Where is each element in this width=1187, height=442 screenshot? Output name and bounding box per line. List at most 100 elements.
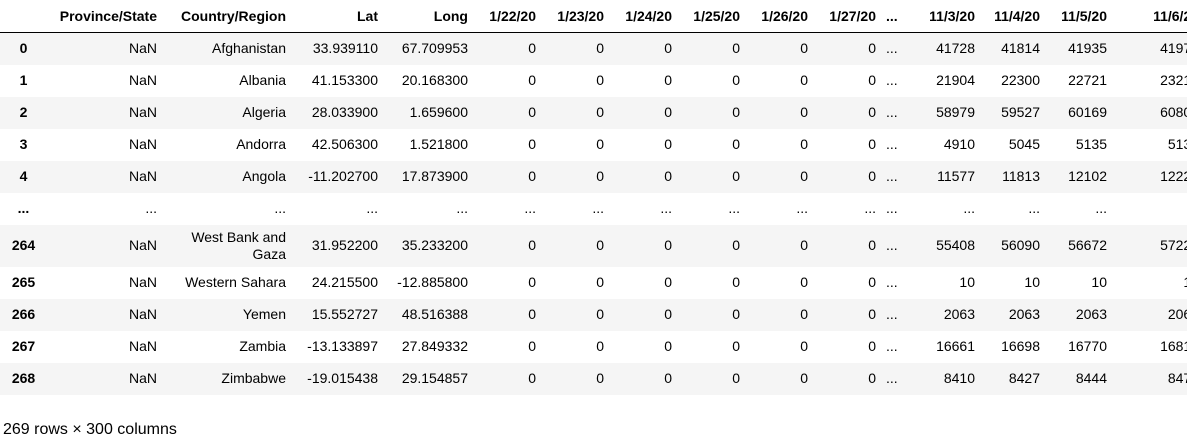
table-cell: 5045 — [1008, 136, 1040, 152]
table-cell: NaN — [128, 72, 157, 88]
table-cell: Andorra — [236, 136, 286, 152]
table-header-row: Province/State Country/Region Lat Long 1/22/… — [0, 0, 1187, 33]
table-cell: 0 — [596, 136, 604, 152]
table-cell: NaN — [128, 40, 157, 57]
table-cell: NaN — [128, 136, 157, 152]
table-cell: 0 — [868, 104, 876, 120]
table-cell: 56090 — [1001, 237, 1040, 253]
table-cell: 20.168300 — [401, 72, 468, 88]
table-cell: 0 — [868, 274, 876, 290]
table-cell: 0 — [800, 237, 808, 253]
table-cell: NaN — [128, 274, 157, 290]
table-cell: 0 — [528, 40, 536, 57]
table-cell: 16661 — [936, 338, 975, 354]
table-cell: 0 — [664, 168, 672, 184]
table-cell: 11577 — [937, 168, 975, 184]
table-cell: 0 — [868, 370, 876, 386]
table-cell: 0 — [596, 40, 604, 57]
table-cell: 0 — [664, 104, 672, 120]
table-cell: 0 — [664, 306, 672, 322]
table-cell: ... — [524, 200, 536, 216]
table-cell: 0 — [732, 370, 740, 386]
table-cell: 0 — [664, 72, 672, 88]
table-cell: ... — [886, 168, 898, 184]
table-cell: ... — [1115, 193, 1187, 225]
table-cell: 8427 — [1008, 370, 1040, 386]
table-cell: 15.552727 — [311, 306, 378, 322]
table-cell: 33.939110 — [312, 40, 378, 57]
table-cell: 0 — [528, 370, 536, 386]
table-cell: 0 — [732, 237, 740, 253]
table-cell: ... — [886, 306, 898, 322]
table-cell: ... — [274, 200, 286, 216]
table-cell: 31.952200 — [311, 237, 378, 253]
table-shape-summary: 269 rows × 300 columns — [3, 421, 177, 438]
table-cell: 12223 — [1160, 168, 1187, 184]
table-cell: 56672 — [1068, 237, 1107, 253]
table-cell: 10 — [959, 274, 975, 290]
table-cell: 41728 — [936, 40, 975, 57]
table-row: 0 NaN Afghanistan 33.939110 67.709953 0 0 0 0 0 0.… — [0, 32, 1187, 65]
table-cell: 0 — [596, 237, 604, 253]
table-cell: NaN — [128, 237, 157, 253]
table-cell: 60169 — [1068, 104, 1107, 120]
table-cell: Western Sahara — [185, 274, 286, 290]
table-row: 264 NaN West Bank and Gaza 31.952200 35.2332… — [0, 224, 1187, 267]
table-cell: 0 — [800, 168, 808, 184]
table-cell: 0 — [800, 274, 808, 290]
table-cell: 0 — [800, 338, 808, 354]
table-cell: ... — [886, 200, 898, 216]
index-header — [0, 0, 47, 33]
table-cell: 0 — [732, 136, 740, 152]
table-cell: ... — [886, 136, 898, 152]
table-cell: NaN — [128, 370, 157, 386]
table-cell: ... — [886, 40, 898, 57]
table-cell: NaN — [128, 104, 157, 120]
table-cell: 58979 — [936, 104, 975, 120]
table-cell: 0 — [732, 338, 740, 354]
table-cell: 2063 — [1008, 306, 1040, 322]
row-index: ... — [17, 200, 30, 216]
table-cell: 60800 — [1160, 104, 1187, 120]
table-cell: 55408 — [936, 237, 975, 253]
column-header: 1/27/20 — [816, 0, 884, 33]
table-cell: Afghanistan — [212, 40, 286, 57]
table-cell: 0 — [868, 237, 876, 253]
table-cell: 0 — [596, 274, 604, 290]
table-cell: Yemen — [242, 306, 286, 322]
table-cell: 41975 — [1160, 40, 1187, 57]
table-cell: 0 — [596, 306, 604, 322]
table-row: 1 NaN Albania 41.153300 20.168300 0 0 0 0 0 0... 21… — [0, 65, 1187, 97]
table-cell: 0 — [800, 72, 808, 88]
table-cell: 0 — [868, 338, 876, 354]
table-cell: ... — [456, 200, 468, 216]
table-cell: 16698 — [1001, 338, 1040, 354]
table-cell: 41935 — [1068, 40, 1107, 57]
table-cell: 0 — [596, 338, 604, 354]
table-cell: ... — [145, 200, 157, 216]
table-cell: 0 — [732, 40, 740, 57]
table-cell: -19.015438 — [307, 370, 378, 386]
table-cell: ... — [886, 237, 898, 253]
table-body: 0 NaN Afghanistan 33.939110 67.709953 0 0 0 0 0 0.… — [0, 32, 1187, 395]
table-cell: 0 — [596, 104, 604, 120]
row-index: 0 — [19, 40, 28, 57]
table-cell: 0 — [868, 136, 876, 152]
table-cell: Angola — [242, 168, 286, 184]
column-header: Long — [386, 0, 476, 33]
column-header: 11/4/20 — [983, 0, 1048, 33]
table-cell: 21904 — [936, 72, 975, 88]
table-cell: 0 — [732, 104, 740, 120]
table-cell: 0 — [800, 306, 808, 322]
table-cell: 27.849332 — [401, 338, 468, 354]
table-cell: 28.033900 — [311, 104, 378, 120]
table-cell: 10 — [1024, 274, 1040, 290]
table-cell: ... — [886, 274, 898, 290]
table-cell: 0 — [596, 370, 604, 386]
table-cell: 8471 — [1167, 370, 1187, 386]
row-index: 264 — [11, 237, 36, 253]
table-cell: -11.202700 — [308, 168, 378, 184]
table-cell: 0 — [528, 274, 536, 290]
table-row: 266 NaN Yemen 15.552727 48.516388 0 0 0 0 0 0... 20… — [0, 298, 1187, 331]
